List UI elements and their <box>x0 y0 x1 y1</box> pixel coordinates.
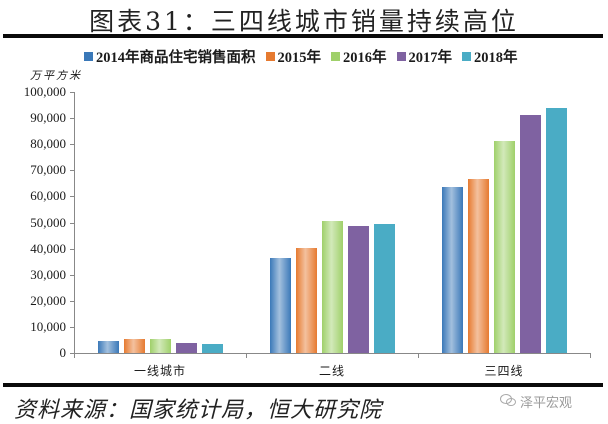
y-tick <box>70 92 75 93</box>
legend-label: 2016年 <box>343 50 387 66</box>
legend-swatch <box>84 52 93 61</box>
legend-swatch <box>331 52 340 61</box>
y-tick-label: 20,000 <box>30 292 66 308</box>
y-tick-label: 60,000 <box>30 188 66 204</box>
y-tick-label: 40,000 <box>30 240 66 256</box>
y-tick <box>70 248 75 250</box>
y-tick <box>70 118 75 120</box>
x-category-label: 二线 <box>318 364 345 378</box>
y-tick-label: 100,000 <box>23 84 66 99</box>
legend: 2014年商品住宅销售面积 2015年 2016年 2017年 2018年 <box>84 46 518 67</box>
y-tick <box>70 144 75 146</box>
bar-2016 <box>321 220 343 353</box>
wechat-icon <box>500 393 516 411</box>
bar-2016 <box>493 141 515 353</box>
bar-2014 <box>269 257 291 353</box>
bar-2018 <box>545 107 567 353</box>
legend-swatch <box>462 52 471 61</box>
y-tick <box>70 274 75 276</box>
y-tick-label: 70,000 <box>30 162 66 178</box>
y-tick <box>70 353 75 354</box>
bar-2015 <box>467 178 489 353</box>
y-tick-label: 50,000 <box>30 214 66 230</box>
title-divider <box>3 34 603 38</box>
legend-swatch <box>265 52 275 61</box>
x-category-label: 一线城市 <box>133 364 186 378</box>
bar-2014 <box>97 340 119 353</box>
source-note: 资料来源：国家统计局，恒大研究院 <box>14 398 383 423</box>
legend-item-2014: 2014年商品住宅销售面积 <box>84 46 256 67</box>
x-tick <box>590 353 591 358</box>
bar-2016 <box>149 338 171 353</box>
bar-2018 <box>201 343 223 353</box>
x-tick <box>418 353 419 358</box>
x-axis <box>74 353 590 354</box>
bar-2015 <box>123 338 145 353</box>
y-tick <box>70 170 75 172</box>
y-tick-label: 80,000 <box>30 136 66 152</box>
x-category-label: 三四线 <box>484 364 524 378</box>
y-tick-label: 10,000 <box>30 318 66 334</box>
y-tick-label: 0 <box>59 345 67 360</box>
y-tick-label: 30,000 <box>30 266 66 282</box>
legend-label: 2015年 <box>277 50 322 66</box>
legend-item-2018: 2018年 <box>462 46 518 67</box>
bar-2017 <box>519 114 541 353</box>
legend-label: 2018年 <box>474 50 518 66</box>
y-tick <box>70 300 75 302</box>
bar-2015 <box>295 248 317 353</box>
bar-2017 <box>175 343 197 353</box>
y-tick <box>70 326 75 328</box>
bar-2018 <box>373 224 395 353</box>
x-tick <box>74 353 75 358</box>
x-tick <box>246 353 247 358</box>
legend-item-2016: 2016年 <box>331 46 387 67</box>
bar-2017 <box>347 225 369 353</box>
chart-title: 图表31：三四线城市销量持续高位 <box>89 7 519 36</box>
y-axis-unit-label: 万平方米 <box>30 69 82 82</box>
y-tick <box>70 196 75 198</box>
legend-label: 2017年 <box>408 50 453 66</box>
watermark-text: 泽平宏观 <box>520 396 573 411</box>
source-divider <box>3 383 603 387</box>
y-tick-label: 90,000 <box>30 110 66 126</box>
legend-label: 2014年商品住宅销售面积 <box>96 50 256 66</box>
bar-2014 <box>441 187 463 353</box>
legend-item-2017: 2017年 <box>396 46 453 67</box>
y-tick <box>70 222 75 224</box>
legend-item-2015: 2015年 <box>265 46 322 67</box>
legend-swatch <box>396 52 406 61</box>
watermark: 泽平宏观 <box>500 392 572 411</box>
